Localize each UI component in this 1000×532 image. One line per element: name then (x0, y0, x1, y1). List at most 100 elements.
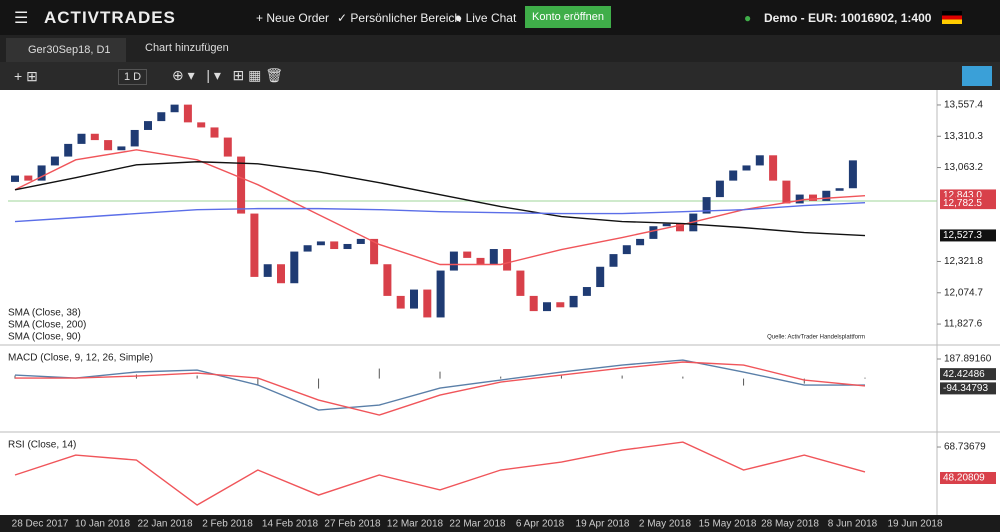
x-tick-label: 27 Feb 2018 (324, 519, 381, 530)
candle (649, 226, 658, 239)
legend-entry: SMA (Close, 200) (8, 320, 86, 331)
logo: ACTIVTRADES (44, 8, 176, 27)
x-tick-label: 2 Feb 2018 (202, 519, 253, 530)
menu-item[interactable]: ● Live Chat (455, 11, 517, 25)
flag[interactable] (942, 11, 962, 24)
candle (157, 112, 166, 122)
menu-item[interactable]: ✓ Persönlicher Bereich (337, 11, 462, 25)
candle (263, 264, 272, 277)
candle (476, 257, 485, 265)
candle (144, 121, 152, 130)
price-label: 42.42486 (943, 369, 985, 380)
x-tick-label: 19 Jun 2018 (887, 519, 942, 530)
series-line (14, 161, 866, 237)
candle (742, 165, 751, 171)
interval[interactable]: 1 D (118, 69, 148, 85)
panel-title: RSI (Close, 14) (8, 440, 76, 451)
candle (250, 213, 259, 277)
tool[interactable]: ⊕ ▾ | ▾ ⊞ ▦ 🗑 (172, 67, 284, 83)
open-account-button[interactable]: Konto eröffnen (525, 6, 611, 28)
menu-text: Live Chat (465, 11, 517, 25)
tab[interactable]: Ger30Sep18, D1 (6, 38, 126, 62)
toolbar: + ⊞ 1 D ⊕ ▾ | ▾ ⊞ ▦ 🗑 (0, 62, 1000, 90)
price-label: 12,782.5 (943, 198, 982, 209)
candle (489, 249, 498, 265)
candle (622, 245, 631, 255)
x-tick-label: 28 Dec 2017 (12, 519, 69, 530)
candle (290, 251, 299, 284)
candle (330, 241, 339, 250)
y-tick-label: 11,827.6 (944, 319, 983, 330)
price-label: 48.20809 (943, 473, 985, 484)
candle (423, 289, 432, 318)
candle (183, 104, 192, 123)
x-tick-label: 8 Jun 2018 (828, 519, 878, 530)
y-tick-label: 187.89160 (944, 354, 992, 365)
price-label-bg (940, 382, 996, 395)
price-label: 12,843.0 (943, 190, 982, 201)
candle (795, 194, 804, 204)
x-tick-label: 15 May 2018 (699, 519, 757, 530)
candle (343, 243, 352, 250)
candle (117, 146, 126, 151)
y-tick-label: 13,310.3 (944, 131, 983, 142)
candle (356, 238, 365, 244)
candle (90, 133, 99, 141)
x-tick-label: 14 Feb 2018 (262, 519, 319, 530)
candle (782, 180, 791, 204)
price-label-bg (940, 229, 996, 242)
candle (609, 254, 618, 267)
candle (396, 295, 405, 309)
x-tick-label: 28 May 2018 (761, 519, 819, 530)
candle (676, 223, 684, 232)
candle (223, 137, 232, 157)
price-label-bg (940, 368, 996, 381)
candle (449, 251, 458, 271)
candle (755, 155, 764, 166)
candle (37, 165, 46, 181)
candle (822, 190, 831, 201)
candle (662, 223, 671, 227)
candle (104, 140, 113, 151)
tool[interactable]: + ⊞ (14, 68, 38, 84)
candle (848, 160, 857, 189)
candle (529, 295, 538, 312)
candle (436, 270, 445, 318)
menu-item[interactable]: + Neue Order (256, 11, 330, 25)
candle (636, 238, 645, 246)
x-axis-bar (0, 515, 1000, 532)
candle (383, 264, 392, 296)
price-label-bg (940, 197, 996, 210)
candle (11, 175, 19, 182)
candle (769, 155, 778, 181)
x-tick-label: 10 Jan 2018 (75, 519, 130, 530)
candle (569, 295, 578, 308)
add-chart[interactable]: Chart hinzufügen (145, 42, 229, 54)
cloud-button[interactable] (962, 66, 992, 86)
series-line (14, 441, 866, 506)
x-tick-label: 22 Jan 2018 (137, 519, 192, 530)
candle (596, 266, 605, 288)
candle (556, 302, 565, 308)
candle (303, 245, 312, 252)
x-tick-label: 2 May 2018 (639, 519, 692, 530)
price-label-bg (940, 472, 996, 485)
y-tick-label: 12,321.8 (944, 256, 983, 267)
account-info[interactable]: Demo - EUR: 10016902, 1:400 (764, 11, 932, 25)
menu-icon[interactable]: ☰ (14, 10, 29, 27)
candle (316, 241, 325, 246)
candle (702, 197, 711, 214)
y-tick-label: 13,557.4 (944, 100, 983, 111)
menu-text: Neue Order (266, 11, 330, 25)
candle (77, 133, 86, 144)
chart-area: 13,557.4 13,310.3 13,063.2 12,321.8 12,074.7… (0, 90, 1000, 532)
candle (516, 270, 525, 296)
tab-bar: Ger30Sep18, D1 Chart hinzufügen (0, 35, 1000, 62)
price-label: 12,527.3 (943, 230, 982, 241)
x-tick-label: 12 Mar 2018 (387, 519, 444, 530)
series-line (15, 361, 866, 416)
candle (463, 251, 472, 258)
series-line (14, 201, 866, 223)
y-tick-label: 68.73679 (944, 442, 986, 453)
